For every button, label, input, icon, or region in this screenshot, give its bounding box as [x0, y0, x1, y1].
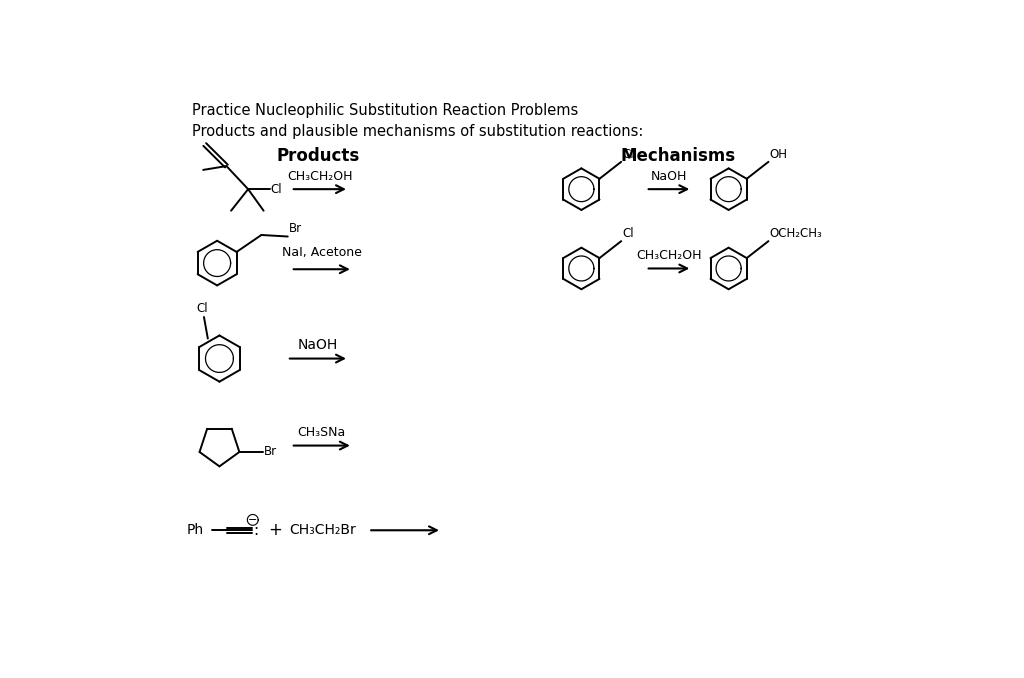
Text: OH: OH — [769, 148, 787, 161]
Text: Products and plausible mechanisms of substitution reactions:: Products and plausible mechanisms of sub… — [191, 125, 643, 140]
Text: −: − — [248, 515, 257, 525]
Text: Products: Products — [276, 147, 359, 165]
Text: NaI, Acetone: NaI, Acetone — [282, 246, 361, 259]
Text: Br: Br — [289, 222, 302, 235]
Text: Cl: Cl — [622, 148, 634, 161]
Text: Br: Br — [263, 445, 276, 458]
Text: NaOH: NaOH — [651, 170, 687, 183]
Text: CH₃CH₂OH: CH₃CH₂OH — [287, 170, 352, 183]
Text: CH₃CH₂OH: CH₃CH₂OH — [636, 250, 701, 262]
Text: Cl: Cl — [197, 302, 208, 315]
Text: Practice Nucleophilic Substitution Reaction Problems: Practice Nucleophilic Substitution React… — [191, 103, 578, 118]
Text: NaOH: NaOH — [298, 338, 338, 353]
Text: CH₃CH₂Br: CH₃CH₂Br — [289, 523, 356, 537]
Text: :: : — [254, 523, 259, 538]
Text: Mechanisms: Mechanisms — [621, 147, 736, 165]
Text: CH₃SNa: CH₃SNa — [298, 426, 346, 439]
Text: Cl: Cl — [270, 182, 283, 196]
Text: OCH₂CH₃: OCH₂CH₃ — [769, 227, 822, 241]
Text: Ph: Ph — [186, 523, 203, 537]
Text: Cl: Cl — [622, 227, 634, 241]
Text: +: + — [268, 521, 283, 539]
